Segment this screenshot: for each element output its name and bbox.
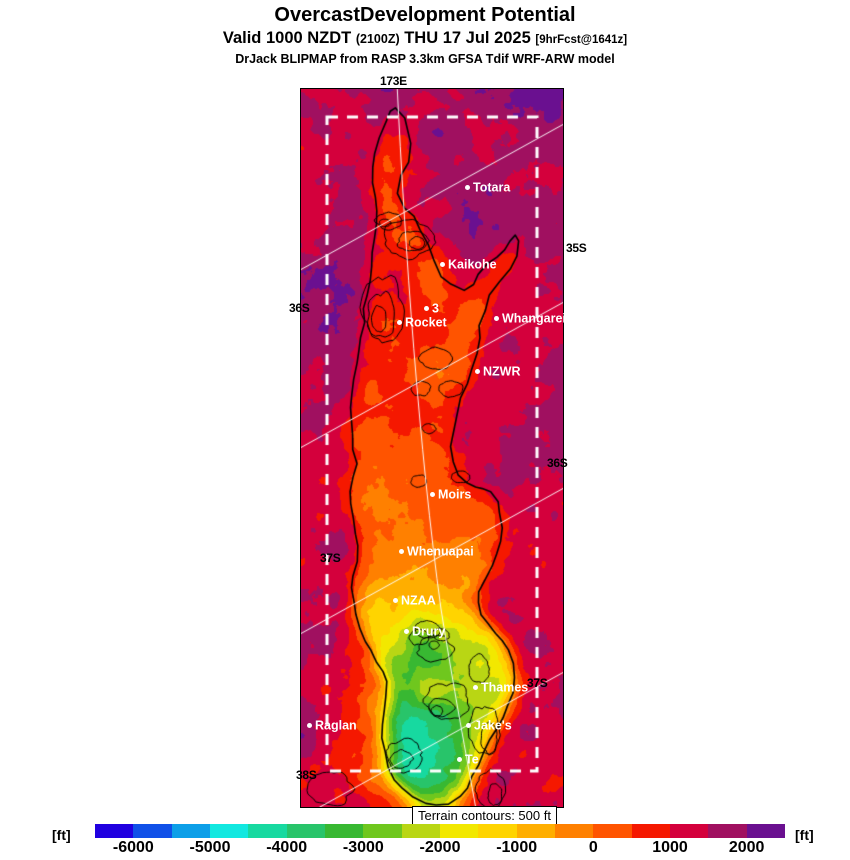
forecast-map[interactable]	[300, 88, 564, 808]
colorbar-tick-4: -2000	[419, 839, 461, 856]
colorbar-segment-11	[516, 824, 555, 838]
terrain-contour-note: Terrain contours: 500 ft	[412, 806, 557, 826]
valid-time-line: Valid 1000 NZDT (2100Z) THU 17 Jul 2025 …	[0, 28, 850, 50]
map-raster	[301, 89, 563, 807]
colorbar-segment-1	[133, 824, 172, 838]
colorbar-tick-1: -5000	[189, 839, 231, 856]
valid-date: THU 17 Jul 2025	[404, 29, 531, 47]
colorbar-segment-3	[209, 824, 249, 838]
colorbar-segment-9	[439, 824, 479, 838]
colorbar-tick-8: 2000	[728, 839, 765, 856]
grid-label-35s-1: 35S	[566, 241, 587, 255]
grid-label-38s-6: 38S	[296, 768, 317, 782]
colorbar-segment-4	[248, 824, 287, 838]
colorbar-unit-right: [ft]	[795, 827, 814, 843]
colorbar-segment-17	[746, 824, 785, 838]
grid-label-173e-0: 173E	[380, 74, 407, 88]
colorbar-tick-0: -6000	[112, 839, 154, 856]
colorbar-segment-2	[171, 824, 210, 838]
valid-utc: (2100Z)	[355, 32, 400, 46]
colorbar-tick-5: -1000	[496, 839, 538, 856]
colorbar-segment-15	[669, 824, 709, 838]
grid-label-37s-4: 37S	[320, 551, 341, 565]
page-title: OvercastDevelopment Potential	[274, 4, 576, 26]
colorbar-segment-10	[478, 824, 517, 838]
colorbar-tick-labels: -6000 -5000 -4000 -3000 -2000 -1000 0 1000 2000	[95, 838, 785, 860]
grid-label-36s-2: 36S	[289, 301, 310, 315]
colorbar-segment-12	[554, 824, 594, 838]
colorbar-segment-8	[401, 824, 440, 838]
colorbar-segment-14	[631, 824, 670, 838]
colorbar: [ft] -6000 -5000 -4000 -3000 -2000 -1000 0 1000…	[0, 824, 850, 860]
colorbar-unit-left: [ft]	[52, 827, 71, 843]
colorbar-segment-13	[593, 824, 632, 838]
colorbar-segment-0	[95, 824, 134, 838]
colorbar-segment-16	[708, 824, 747, 838]
valid-prefix: Valid 1000 NZDT	[222, 29, 352, 47]
grid-label-37s-5: 37S	[527, 676, 548, 690]
grid-label-36s-3: 36S	[547, 456, 568, 470]
colorbar-segment-7	[363, 824, 402, 838]
colorbar-gradient	[95, 824, 785, 838]
model-line: DrJack BLIPMAP from RASP 3.3km GFSA Tdif…	[235, 52, 615, 66]
header: OvercastDevelopment Potential Valid 1000…	[0, 0, 850, 67]
forecast-tag: [9hrFcst@1641z]	[535, 34, 628, 46]
colorbar-tick-7: 1000	[652, 839, 688, 856]
colorbar-tick-3: -3000	[342, 839, 384, 856]
colorbar-segment-5	[286, 824, 325, 838]
colorbar-tick-2: -4000	[266, 839, 308, 856]
colorbar-segment-6	[324, 824, 364, 838]
colorbar-tick-6: 0	[588, 839, 598, 856]
